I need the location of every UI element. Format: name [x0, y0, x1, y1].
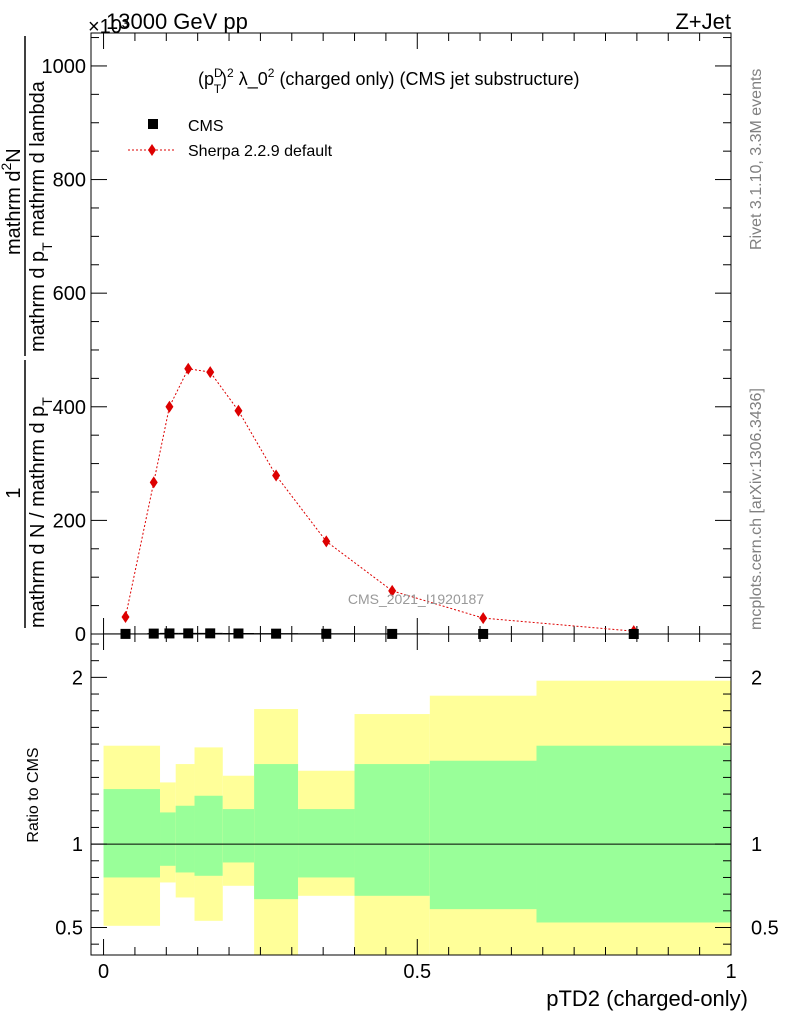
ratio-green-band [194, 795, 223, 876]
main-ytick-label: 800 [53, 170, 86, 192]
main-plot-frame [90, 32, 732, 635]
ratio-plot: 0.5 0.5 1 1 2 2 0 0.5 1 [55, 633, 779, 983]
ratio-green-band [160, 812, 176, 866]
main-ytick-label: 600 [53, 283, 86, 305]
ratio-green-band [429, 760, 537, 910]
ratio-ytick-label: 1 [72, 834, 83, 856]
sherpa-point [165, 400, 174, 413]
y-label-denominator: mathrm d N / mathrm d pT [27, 397, 55, 628]
ratio-xtick-label: 0.5 [403, 961, 431, 983]
sherpa-point [206, 366, 215, 379]
sherpa-line [125, 368, 634, 632]
sherpa-point [184, 362, 193, 375]
plot-title: (pD T)2 λ_02 (charged only) (CMS jet subs… [198, 66, 580, 96]
legend-sherpa-marker [148, 144, 156, 156]
sherpa-point [149, 476, 158, 489]
sherpa-point [272, 469, 281, 482]
main-plot: 0 200 400 600 800 1000 [42, 32, 732, 646]
ratio-ytick-label-right: 0.5 [751, 917, 779, 939]
ratio-green-band [175, 805, 195, 873]
sherpa-point [234, 404, 243, 417]
watermark-label: CMS_2021_I1920187 [348, 591, 484, 607]
main-ytick-label: 400 [53, 397, 86, 419]
legend-cms-marker [148, 119, 158, 129]
ratio-xtick-label: 0 [98, 961, 109, 983]
ratio-plot-ticks: 0.5 0.5 1 1 2 2 0 0.5 1 [55, 634, 779, 983]
ratio-green-band [298, 809, 355, 878]
cms-point [183, 628, 194, 639]
legend-sherpa-label: Sherpa 2.2.9 default [188, 143, 333, 160]
main-plot-ticks: 0 200 400 600 800 1000 [42, 33, 732, 646]
main-y-axis-label: 1 mathrm d N / mathrm d pT mathrm d2N ma… [0, 36, 55, 628]
ratio-ytick-label-right: 2 [751, 667, 762, 689]
cms-point [233, 628, 244, 639]
sherpa-point [388, 584, 397, 597]
ratio-green-band [354, 764, 430, 896]
header-left-label: 13000 GeV pp [106, 9, 248, 34]
ratio-xtick-label: 1 [725, 961, 736, 983]
ratio-green-band [222, 809, 255, 863]
ratio-bands [103, 680, 731, 955]
y-scale-exponent: ×10³ [88, 16, 129, 38]
sherpa-point [322, 535, 331, 548]
ratio-ytick-label: 0.5 [55, 917, 83, 939]
ratio-ytick-label-right: 1 [751, 834, 762, 856]
sherpa-point [479, 612, 488, 625]
sherpa-point [121, 610, 130, 623]
x-axis-label: pTD2 (charged-only) [546, 986, 748, 1011]
ratio-green-band [254, 764, 299, 900]
ratio-ytick-label: 2 [72, 667, 83, 689]
ratio-green-band [536, 745, 731, 923]
main-ytick-label: 200 [53, 510, 86, 532]
legend: CMS Sherpa 2.2.9 default [128, 118, 333, 160]
header-right-label: Z+Jet [675, 9, 731, 34]
y-label-right-denominator: mathrm d pT mathrm d lambda [27, 80, 55, 352]
legend-cms-label: CMS [188, 118, 224, 135]
main-ytick-label: 1000 [42, 56, 87, 78]
ratio-green-band [103, 789, 161, 878]
y-label-numerator: 1 [3, 487, 25, 498]
sherpa-series [121, 362, 638, 638]
rivet-label: Rivet 3.1.10, 3.3M events [748, 69, 765, 250]
y-label-right-numerator: mathrm d2N [0, 148, 25, 255]
main-ytick-label: 0 [75, 624, 86, 646]
ratio-y-axis-label: Ratio to CMS [25, 747, 42, 842]
mcplots-label: mcplots.cern.ch [arXiv:1306.3436] [748, 388, 765, 630]
cms-point [164, 628, 175, 639]
cms-point [205, 628, 216, 639]
